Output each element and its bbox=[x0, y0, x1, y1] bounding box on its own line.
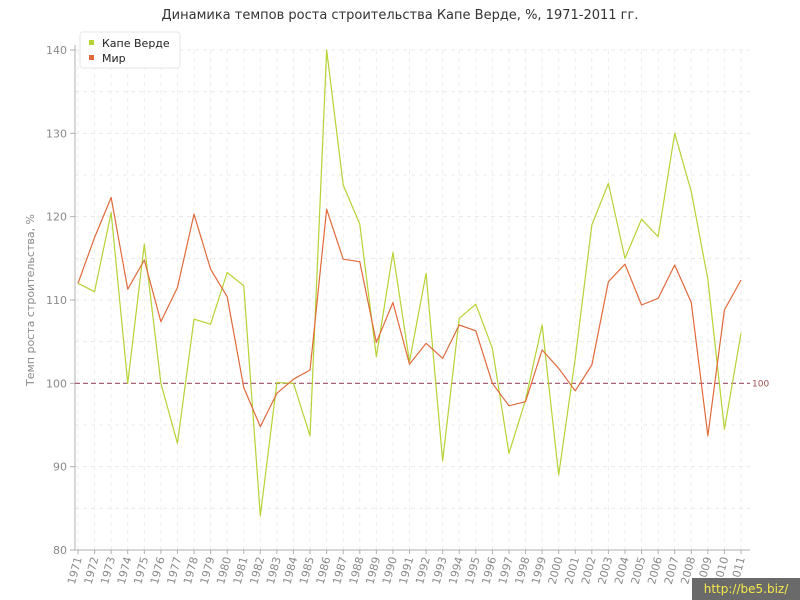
reference-line-label: 100 bbox=[752, 379, 769, 389]
legend-swatch-cabo-verde bbox=[89, 40, 94, 45]
axes bbox=[70, 45, 750, 554]
y-tick-label: 80 bbox=[53, 544, 67, 557]
y-tick-labels: 80 90 100 110 120 130 140 bbox=[46, 44, 67, 557]
legend-box bbox=[79, 31, 181, 69]
chart-title: Динамика темпов роста строительства Капе… bbox=[161, 8, 639, 23]
y-axis-title: Темп роста строительства, % bbox=[24, 214, 37, 387]
y-tick-label: 100 bbox=[46, 377, 67, 390]
y-tick-label: 130 bbox=[46, 127, 67, 140]
x-tick-labels: 1971197219731974197519761977197819791980… bbox=[65, 555, 748, 585]
legend-label-cabo-verde: Капе Верде bbox=[102, 37, 170, 50]
watermark: http://be5.biz/ bbox=[692, 578, 800, 600]
y-tick-label: 120 bbox=[46, 211, 67, 224]
legend-swatch-world bbox=[89, 55, 94, 60]
series-line-world bbox=[77, 196, 742, 437]
reference-line-group: 100 bbox=[75, 379, 769, 389]
legend-label-world: Мир bbox=[102, 52, 126, 65]
y-tick-label: 110 bbox=[46, 294, 67, 307]
y-tick-label: 90 bbox=[53, 461, 67, 474]
y-tick-label: 140 bbox=[46, 44, 67, 57]
series-line-cabo-verde bbox=[77, 49, 742, 517]
series-lines bbox=[77, 49, 742, 517]
legend: Капе Верде Мир bbox=[79, 31, 181, 69]
